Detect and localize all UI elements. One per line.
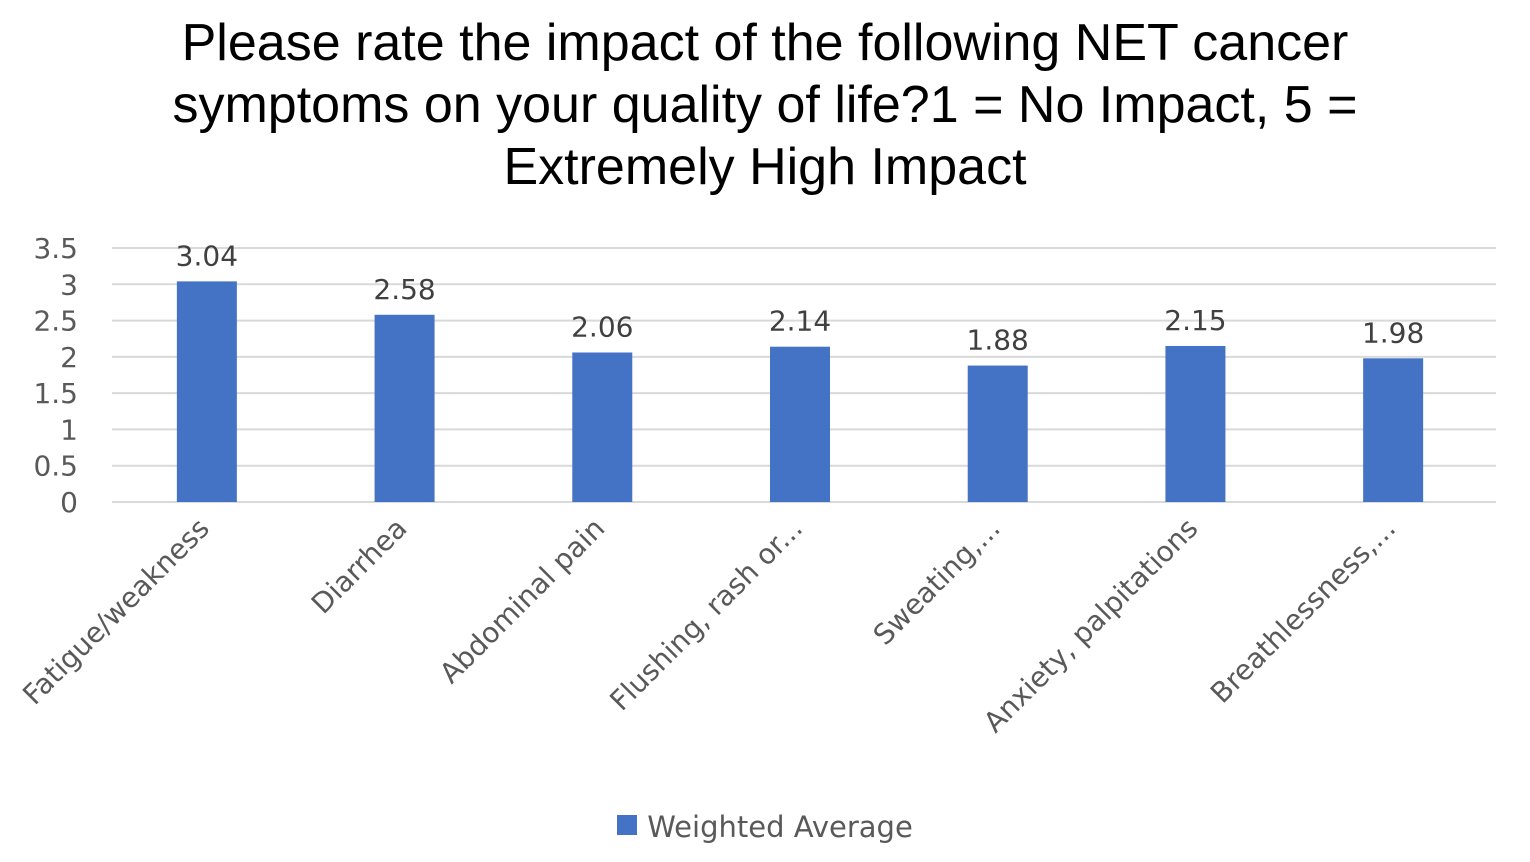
y-tick-label-7: 3.5 <box>33 232 78 265</box>
y-tick-label-4: 2 <box>60 341 78 374</box>
bar-0 <box>176 281 237 502</box>
data-label-3: 2.14 <box>769 305 831 338</box>
bar-2 <box>572 352 633 502</box>
y-tick-label-6: 3 <box>60 268 78 301</box>
data-label-2: 2.06 <box>571 311 633 344</box>
category-label-6: Breathlessness,... <box>1204 512 1402 710</box>
bar-4 <box>967 365 1028 502</box>
data-label-6: 1.98 <box>1362 316 1424 349</box>
y-tick-label-0: 0 <box>60 486 78 519</box>
y-tick-label-5: 2.5 <box>33 305 78 338</box>
category-label-1: Diarrhea <box>305 512 414 621</box>
bar-5 <box>1165 345 1226 502</box>
bar-6 <box>1363 358 1424 502</box>
bar-1 <box>374 314 435 502</box>
data-label-4: 1.88 <box>967 324 1029 357</box>
category-label-5: Anxiety, palpitations <box>977 512 1204 739</box>
data-label-0: 3.04 <box>176 239 238 272</box>
data-label-5: 2.15 <box>1164 304 1226 337</box>
legend-label: Weighted Average <box>647 810 913 844</box>
data-label-1: 2.58 <box>373 273 435 306</box>
category-label-0: Fatigue/weakness <box>16 512 216 712</box>
bar-3 <box>770 346 830 502</box>
y-tick-label-1: 0.5 <box>33 450 78 483</box>
chart-legend: Weighted Average <box>0 808 1530 844</box>
legend-swatch <box>617 815 638 835</box>
chart-plot: 00.5 11.522.5 33.5 3.04 2.58 2.06 2.14 1.88 2.1… <box>16 232 1496 739</box>
chart-title: Please rate the impact of the following … <box>172 14 1358 196</box>
category-label-3: Flushing, rash or... <box>603 512 809 718</box>
category-label-4: Sweating,... <box>867 512 1007 652</box>
y-tick-label-3: 1.5 <box>33 377 78 410</box>
category-label-2: Abdominal pain <box>433 512 611 690</box>
y-tick-label-2: 1 <box>60 413 78 446</box>
